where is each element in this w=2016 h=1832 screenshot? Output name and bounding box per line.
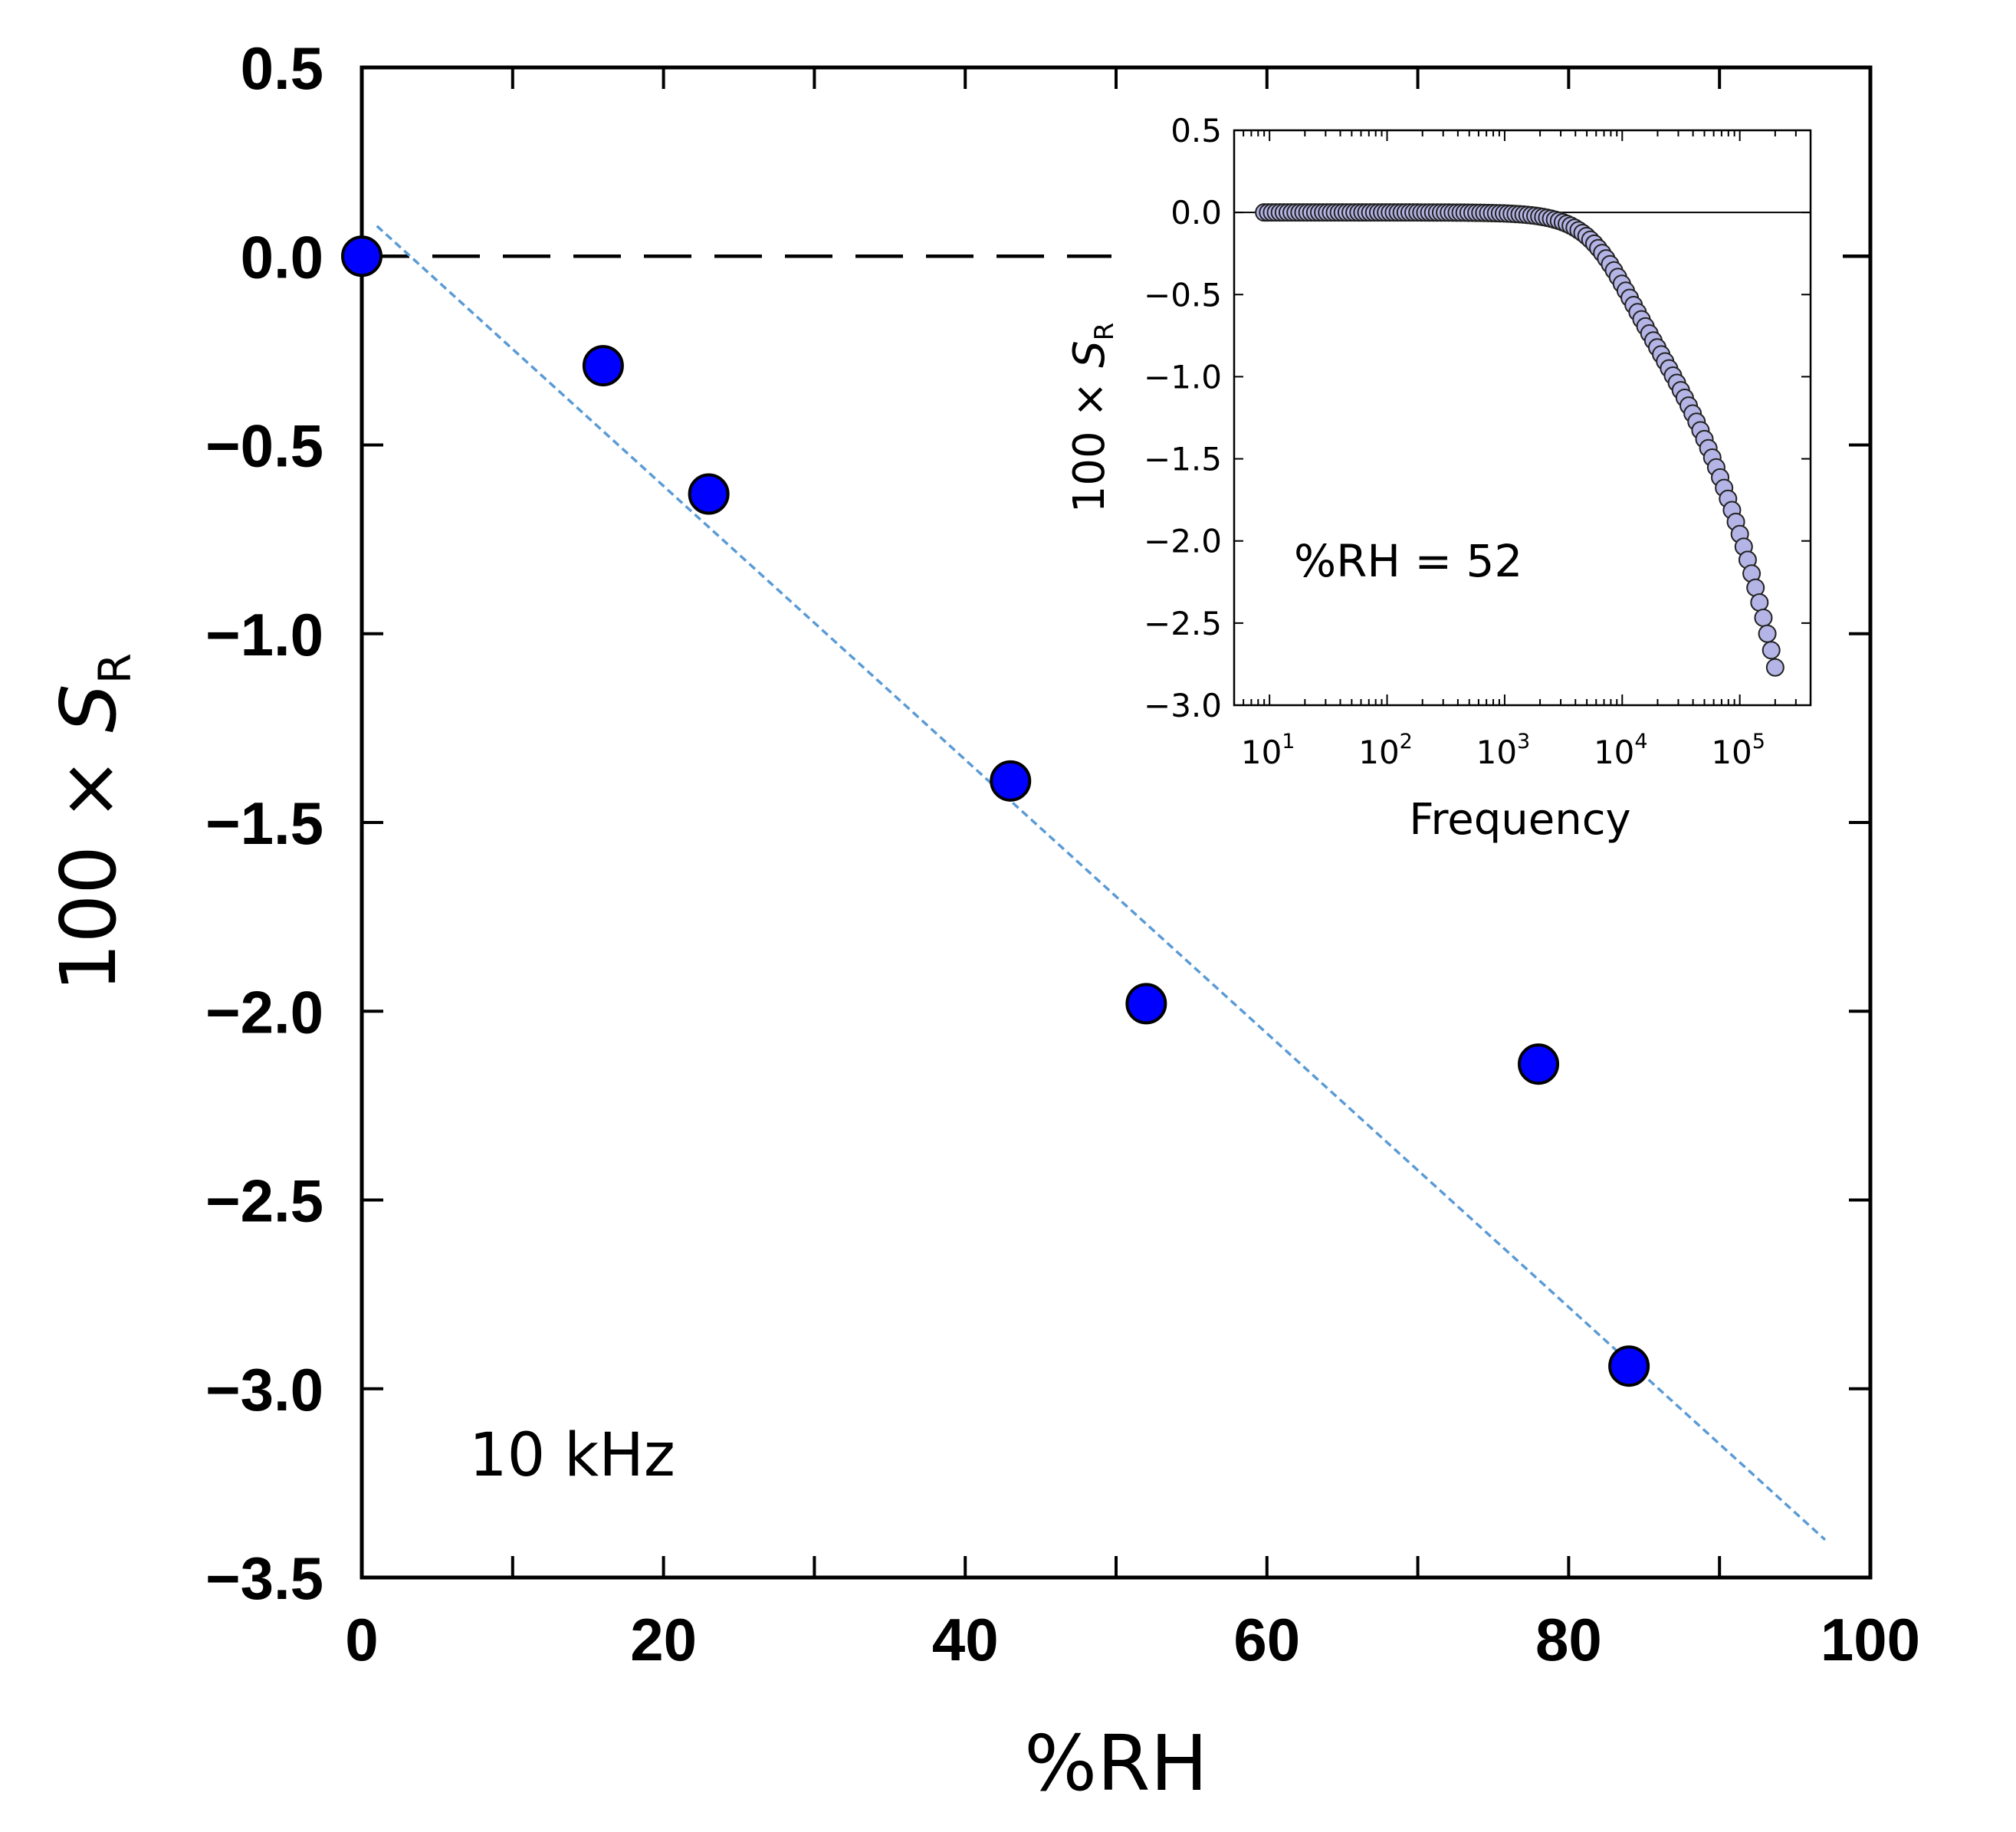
inset-y-tick-label: 0.0	[1171, 194, 1222, 231]
y-tick-label: −3.0	[205, 1356, 323, 1423]
inset-data-point	[1762, 641, 1781, 660]
inset-data-point	[1754, 608, 1773, 627]
inset-x-tick-base: 10	[1594, 734, 1634, 771]
inset-x-tick-exponent: 4	[1634, 730, 1647, 753]
y-tick-label: −2.5	[205, 1167, 323, 1235]
inset-x-axis-title: Frequency	[1409, 795, 1630, 845]
data-point	[1125, 983, 1167, 1025]
inset-x-tick-label: 104	[1594, 730, 1648, 771]
inset-data-point	[1750, 593, 1769, 612]
data-point	[990, 760, 1032, 802]
inset-data-point	[1765, 658, 1785, 677]
inset-x-tick-label: 101	[1241, 730, 1295, 771]
x-tick-label: 80	[1535, 1606, 1602, 1673]
data-point	[1608, 1345, 1650, 1387]
y-tick-label: −3.5	[205, 1545, 323, 1612]
main-y-axis-title: 100 × SR	[44, 653, 141, 992]
x-tick-label: 0	[345, 1606, 378, 1673]
data-point	[1518, 1043, 1560, 1085]
main-axis-ticks	[360, 66, 1872, 1579]
inset-y-tick-label: −3.0	[1144, 687, 1222, 724]
inset-y-tick-label: −1.5	[1144, 441, 1222, 478]
inset-data-points	[1255, 203, 1785, 677]
inset-y-tick-label: −1.0	[1144, 358, 1222, 396]
inset-axis-tick-labels: 101 102 103 104 1050.50.0−0.5−1.0−1.5−2.0−2.…	[1144, 112, 1765, 771]
main-y-title-subscript: R	[89, 653, 141, 684]
inset-x-tick-label: 103	[1476, 730, 1531, 771]
inset-y-title-subscript: R	[1089, 323, 1120, 341]
main-annotation: 10 kHz	[469, 1421, 675, 1490]
y-tick-label: −2.0	[205, 978, 323, 1046]
inset-x-tick-exponent: 1	[1282, 730, 1295, 753]
y-tick-label: 0.0	[241, 223, 323, 291]
y-tick-label: −1.0	[205, 601, 323, 668]
y-tick-label: 0.5	[241, 34, 323, 102]
inset-y-tick-label: 0.5	[1171, 112, 1222, 149]
inset-y-tick-label: −0.5	[1144, 276, 1222, 314]
inset-x-tick-base: 10	[1241, 734, 1282, 771]
main-x-axis-title: %RH	[1024, 1719, 1208, 1808]
inset-annotation: %RH = 52	[1294, 535, 1522, 587]
y-tick-label: −0.5	[205, 412, 323, 480]
x-tick-label: 60	[1233, 1606, 1300, 1673]
data-point	[341, 235, 383, 277]
inset-data-point	[1758, 624, 1777, 643]
inset-y-tick-label: −2.5	[1144, 605, 1222, 642]
x-tick-label: 20	[630, 1606, 697, 1673]
data-point	[582, 345, 624, 387]
inset-x-tick-base: 10	[1476, 734, 1517, 771]
main-y-title-symbol: S	[44, 684, 133, 732]
inset-x-tick-base: 10	[1358, 734, 1399, 771]
main-y-title-prefix: 100 ×	[44, 733, 133, 992]
inset-x-tick-exponent: 5	[1752, 730, 1765, 753]
inset-y-tick-label: −2.0	[1144, 523, 1222, 560]
data-point	[688, 473, 730, 515]
main-axis-tick-labels: 0 20 40 60 80 100 0.5 0.0 −0.5 −1.0 −1.5 −2.0 −2.5 −3…	[205, 34, 1920, 1673]
inset-x-tick-label: 105	[1711, 730, 1765, 771]
inset-y-title-prefix: 100 ×	[1065, 368, 1115, 513]
inset-x-tick-exponent: 3	[1517, 730, 1530, 753]
inset-x-tick-exponent: 2	[1400, 730, 1413, 753]
x-tick-label: 100	[1821, 1606, 1920, 1673]
inset-x-tick-base: 10	[1711, 734, 1752, 771]
inset-plot-frame	[1233, 129, 1812, 707]
inset-y-title-symbol: S	[1065, 340, 1115, 368]
inset-x-tick-label: 102	[1358, 730, 1413, 771]
inset-y-axis-title: 100 × SR	[1065, 323, 1120, 514]
y-tick-label: −1.5	[205, 790, 323, 857]
main-data-points	[341, 235, 1650, 1387]
inset-axis-ticks	[1233, 130, 1811, 706]
x-tick-label: 40	[932, 1606, 999, 1673]
main-fit-line	[376, 225, 1827, 1541]
